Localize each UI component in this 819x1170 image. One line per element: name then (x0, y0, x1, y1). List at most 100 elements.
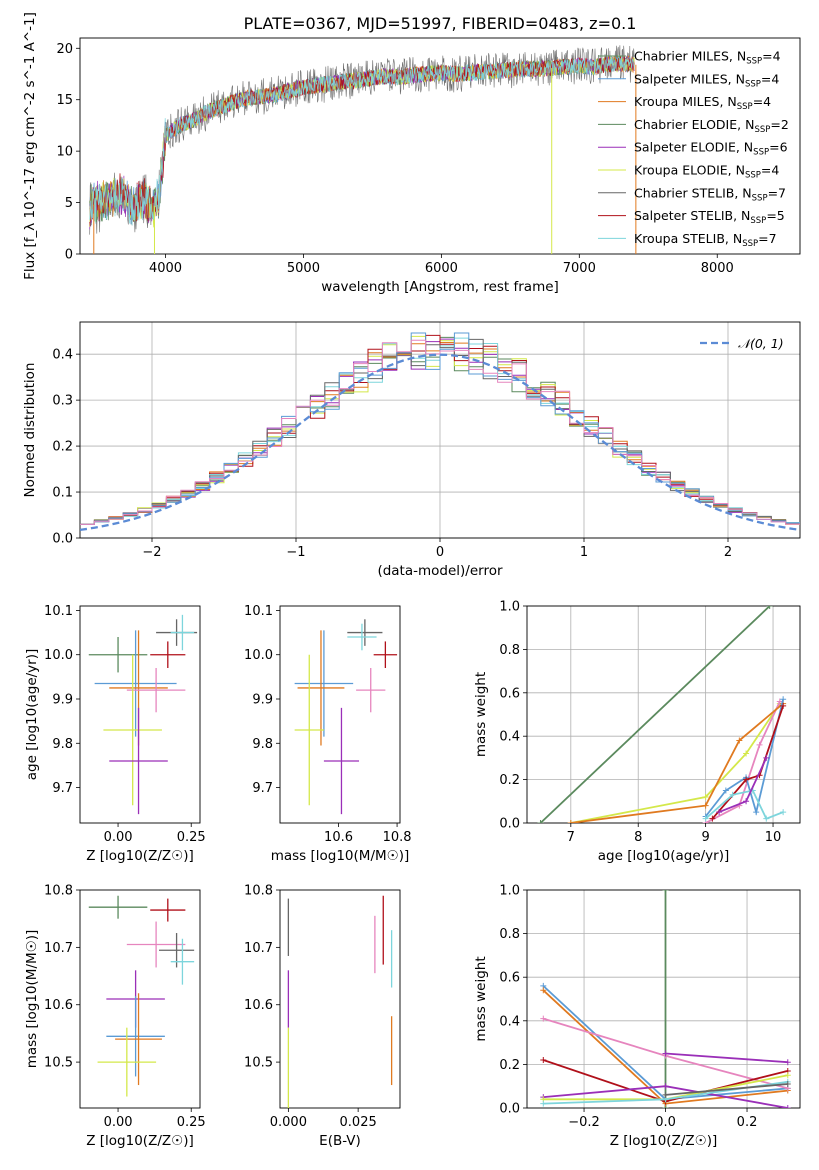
weight-marker (702, 815, 709, 822)
x-tick-label: −2 (142, 545, 161, 560)
y-tick-label: 9.8 (52, 737, 73, 752)
weight-marker (784, 1059, 791, 1066)
y-tick-label: 9.9 (52, 693, 73, 708)
y-tick-label: 0.1 (52, 486, 73, 501)
y-tick-label: 9.7 (52, 781, 73, 796)
y-tick-label: 10.7 (44, 941, 73, 956)
legend-label: Chabrier MILES, NSSP=4 (634, 49, 781, 67)
y-tick-label: 0 (65, 248, 73, 263)
x-tick-label: 6000 (425, 261, 458, 276)
mass-weight-vs-age-lines (537, 606, 787, 823)
weight-marker (780, 809, 787, 816)
y-tick-label: 10.5 (244, 1056, 273, 1071)
y-tick-label: 0.2 (52, 440, 73, 455)
weight-marker (662, 890, 669, 893)
weight-line (570, 702, 784, 823)
x-tick-label: 8 (634, 830, 642, 845)
x-tick-label: 8000 (701, 261, 734, 276)
x-tick-label: 2 (724, 545, 732, 560)
weight-line (665, 1052, 788, 1064)
weight-marker (756, 741, 763, 748)
plot-frame (79, 889, 201, 1109)
weight-marker (662, 1050, 669, 1057)
y-tick-label: 10.7 (244, 941, 273, 956)
weight-marker (736, 737, 743, 744)
y-tick-label: 0.0 (499, 1102, 520, 1117)
axes-spectrum: 4000 5000 6000 7000 8000 0 5 10 15 20 wavelength [… (22, 12, 801, 295)
plot-frame (526, 605, 801, 824)
residual-histogram (80, 339, 800, 525)
weight-marker (662, 1091, 669, 1098)
x-tick-label: 10 (765, 830, 782, 845)
residual-histograms (80, 332, 800, 532)
y-tick-label: 20 (56, 42, 73, 57)
y-tick-label: 9.9 (252, 693, 273, 708)
y-tick-label: 1.0 (499, 600, 520, 615)
y-axis-label: Flux [f_λ 10^-17 erg cm^-2 s^-1 A^-1] (22, 12, 38, 280)
spectrum-legend: Chabrier MILES, NSSP=4 Salpeter MILES, NS… (598, 49, 789, 249)
y-tick-label: 10.8 (244, 884, 273, 899)
y-axis-label: mass [log10(M/M☉)] (24, 930, 40, 1069)
legend-label: Kroupa MILES, NSSP=4 (634, 94, 771, 112)
weight-marker (784, 1105, 791, 1108)
weight-marker (716, 809, 723, 816)
y-tick-label: 10.1 (44, 604, 73, 619)
y-tick-label: 10.6 (244, 998, 273, 1013)
x-tick-label: 7000 (563, 261, 596, 276)
y-tick-label: 10.8 (44, 884, 73, 899)
weight-marker (662, 1083, 669, 1090)
residual-histogram (80, 332, 800, 525)
weight-marker (537, 820, 544, 823)
axes-age-vs-mass: 10.6 10.8 9.7 9.8 9.9 10.0 10.1 mass [log10(M/M… (244, 604, 412, 864)
y-tick-label: 15 (56, 93, 73, 108)
y-tick-label: 0.0 (52, 532, 73, 547)
x-axis-label: Z [log10(Z/Z☉)] (86, 848, 194, 864)
weight-line (665, 1083, 788, 1096)
y-tick-label: 0.4 (499, 730, 520, 745)
age-vs-metallicity-points (88, 614, 198, 815)
x-axis-label: (data-model)/error (377, 563, 503, 579)
mass-vs-reddening-points (287, 895, 393, 1108)
y-tick-label: 0.6 (499, 971, 520, 986)
x-tick-label: 0.00 (104, 830, 133, 845)
x-tick-label: 0.2 (737, 1115, 758, 1130)
y-axis-label: mass weight (473, 672, 489, 757)
weight-marker (567, 820, 574, 823)
weight-marker (743, 798, 750, 805)
x-axis-label: E(B-V) (319, 1133, 361, 1149)
weight-marker (540, 1100, 547, 1107)
mass-vs-metallicity-points (88, 895, 195, 1097)
mass-weight-vs-metallicity-lines (540, 890, 791, 1108)
y-tick-label: 1.0 (499, 884, 520, 899)
axes-mass-weight-vs-metallicity: −0.2 0.0 0.2 0.0 0.2 0.4 0.6 0.8 1.0 Z [log10(Z/Z… (473, 884, 801, 1149)
x-tick-label: 7 (567, 830, 575, 845)
legend-label: Kroupa ELODIE, NSSP=4 (634, 163, 779, 181)
x-tick-label: 9 (701, 830, 709, 845)
weight-marker (763, 815, 770, 822)
y-axis-label: Normed distribution (22, 363, 38, 498)
y-tick-label: 0.4 (499, 1014, 520, 1029)
y-tick-label: 0.4 (52, 348, 73, 363)
legend-label: Chabrier STELIB, NSSP=7 (634, 185, 786, 203)
legend-label: 𝒩(0, 1) (738, 336, 784, 351)
x-tick-label: 0.0 (655, 1115, 676, 1130)
y-axis-label: age [log10(age/yr)] (24, 649, 40, 781)
spectrum-lines (89, 45, 637, 254)
axes-mass-weight-vs-age: 7 8 9 10 0.0 0.2 0.4 0.6 0.8 1.0 age [log10(age/yr… (473, 600, 801, 864)
x-tick-label: 0.00 (104, 1115, 133, 1130)
x-axis-label: wavelength [Angstrom, rest frame] (321, 279, 559, 295)
x-tick-label: −0.2 (568, 1115, 600, 1130)
x-tick-label: 0.25 (177, 1115, 206, 1130)
weight-marker (540, 1057, 547, 1064)
y-tick-label: 0.2 (499, 773, 520, 788)
legend-label: Salpeter MILES, NSSP=4 (634, 71, 779, 89)
y-tick-label: 10 (56, 145, 73, 160)
y-tick-label: 0.3 (52, 394, 73, 409)
y-tick-label: 0.8 (499, 927, 520, 942)
weight-marker (702, 802, 709, 809)
y-tick-label: 9.7 (252, 781, 273, 796)
y-tick-label: 0.6 (499, 686, 520, 701)
axes-mass-vs-metallicity: 0.00 0.25 10.5 10.6 10.7 10.8 Z [log10(Z/Z☉)] m… (24, 884, 206, 1150)
